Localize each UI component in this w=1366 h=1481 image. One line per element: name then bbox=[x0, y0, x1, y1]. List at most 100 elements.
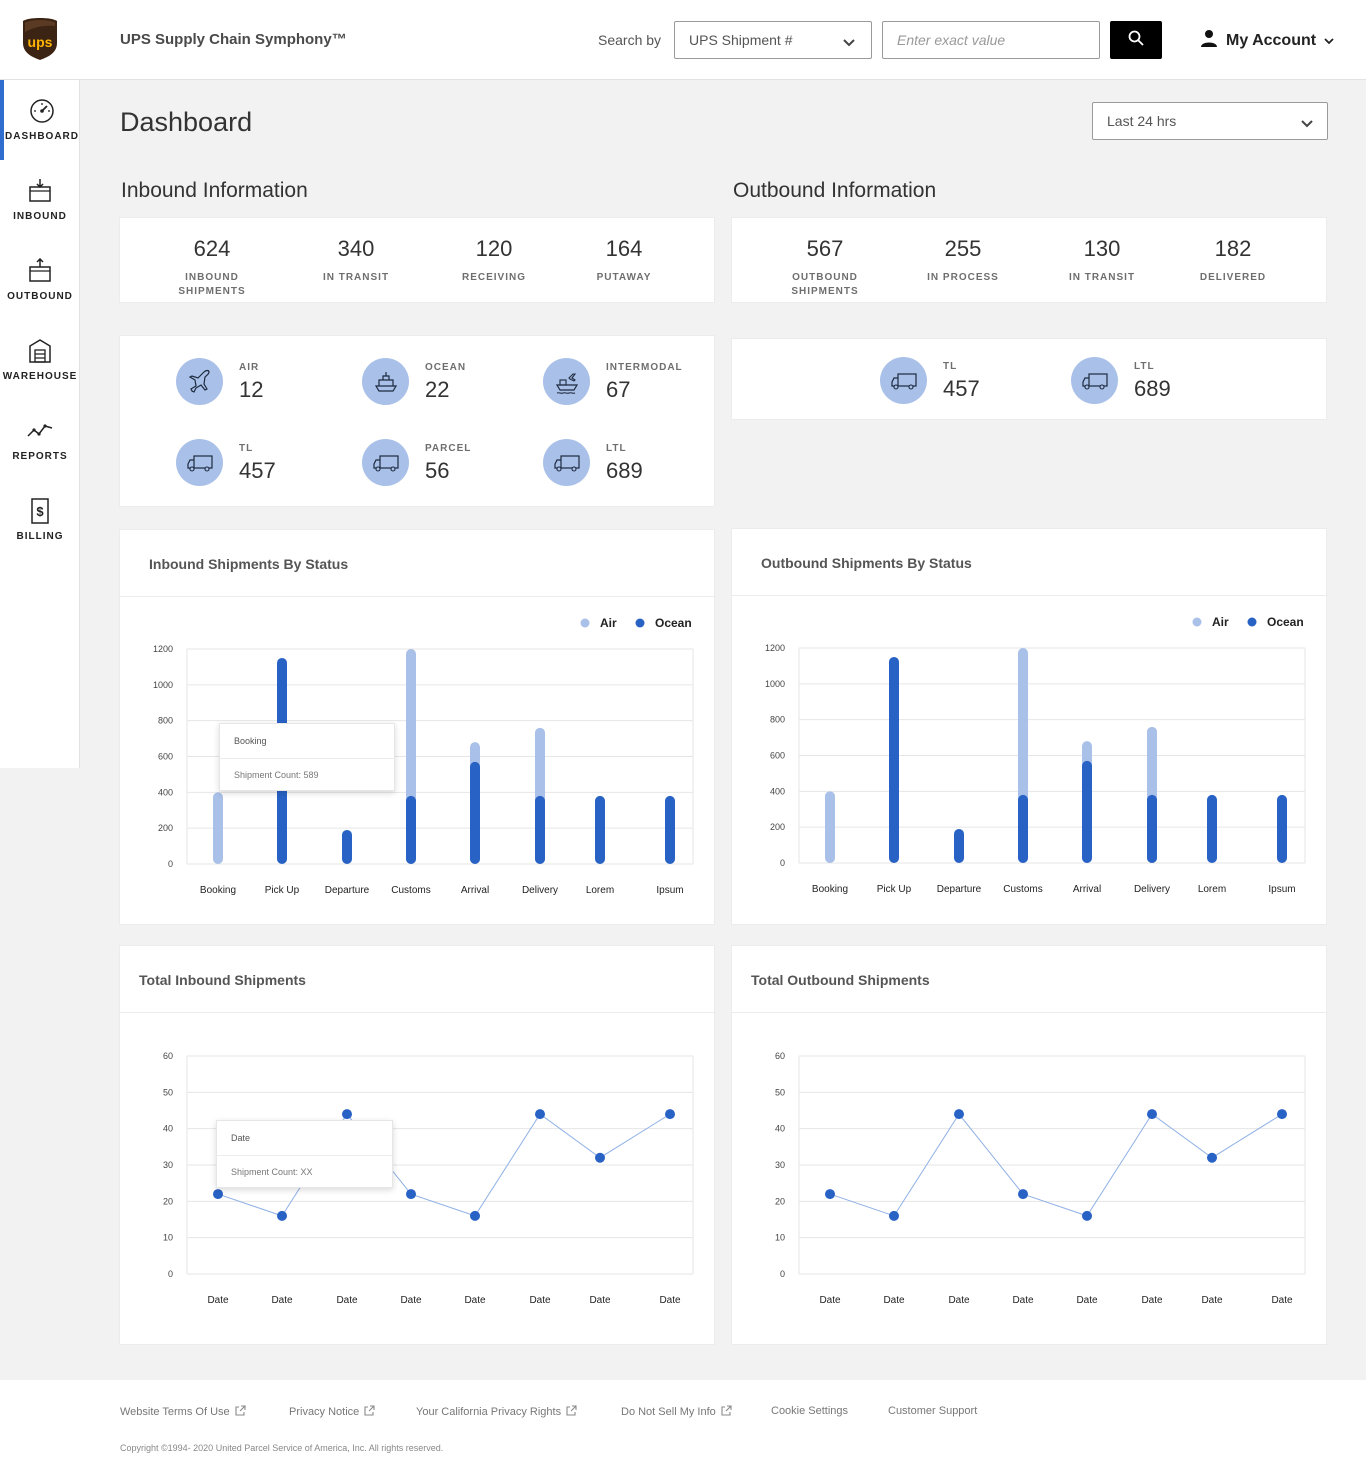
stat-label: IN TRANSIT bbox=[1068, 272, 1136, 283]
stat-value: 120 bbox=[475, 236, 513, 261]
total-outbound-line-chart: 0 10 20 30 40 50 60 Date Date Date Date Date Date Dat… bbox=[775, 1051, 1306, 1306]
bar-ocean bbox=[1277, 794, 1287, 863]
truck-icon bbox=[880, 357, 927, 404]
bar-ocean bbox=[595, 795, 605, 864]
footer-link-customer-support[interactable]: Customer Support bbox=[888, 1405, 977, 1417]
svg-text:ups: ups bbox=[28, 34, 53, 50]
bar-ocean bbox=[954, 828, 964, 863]
search-by-value: UPS Shipment # bbox=[689, 32, 793, 48]
y-tick-label: 400 bbox=[770, 786, 785, 796]
y-tick-label: 0 bbox=[780, 858, 785, 868]
x-tick-label: Date bbox=[336, 1295, 358, 1306]
sidebar-item-label: INBOUND bbox=[13, 211, 67, 222]
search-by-select[interactable]: UPS Shipment # bbox=[674, 21, 872, 59]
footer-link-label: Cookie Settings bbox=[771, 1405, 849, 1417]
x-tick-label: Date bbox=[400, 1295, 422, 1306]
truck-icon bbox=[543, 439, 590, 486]
external-link-icon bbox=[721, 1405, 732, 1419]
inbound-stat[interactable]: 340 IN TRANSIT bbox=[296, 236, 416, 285]
sidebar-item-warehouse[interactable]: WAREHOUSE bbox=[0, 320, 80, 400]
sidebar-item-outbound[interactable]: OUTBOUND bbox=[0, 240, 80, 320]
bar-ocean bbox=[470, 761, 480, 864]
trend-line-icon bbox=[0, 418, 80, 444]
mode-value: 22 bbox=[425, 377, 450, 402]
x-tick-label: Date bbox=[1141, 1295, 1163, 1306]
y-tick-label: 600 bbox=[770, 751, 785, 761]
outbound-stat[interactable]: 182 DELIVERED bbox=[1173, 236, 1293, 285]
footer-link-label: Privacy Notice bbox=[289, 1406, 360, 1418]
data-point bbox=[277, 1210, 287, 1221]
x-tick-label: Date bbox=[1012, 1295, 1034, 1306]
chart-title: Outbound Shipments By Status bbox=[761, 555, 972, 571]
y-tick-label: 800 bbox=[158, 716, 173, 726]
sidebar-item-dashboard[interactable]: DASHBOARD bbox=[0, 80, 80, 160]
warehouse-icon bbox=[0, 338, 80, 364]
data-point bbox=[665, 1109, 675, 1120]
speedometer-icon bbox=[4, 98, 80, 124]
time-range-select[interactable]: Last 24 hrs bbox=[1092, 102, 1328, 140]
chart-tooltip: Booking Shipment Count: 589 bbox=[219, 723, 395, 791]
y-tick-label: 50 bbox=[163, 1087, 173, 1097]
my-account-menu[interactable]: My Account bbox=[1200, 29, 1334, 52]
inbound-stat[interactable]: 624 INBOUND SHIPMENTS bbox=[152, 236, 272, 299]
search-button[interactable] bbox=[1110, 21, 1162, 59]
bar-ocean bbox=[535, 795, 545, 864]
y-tick-label: 0 bbox=[168, 1269, 173, 1279]
stat-value: 624 bbox=[193, 236, 231, 261]
bar-ocean bbox=[665, 795, 675, 864]
mode-label: PARCEL bbox=[425, 443, 472, 454]
y-tick-label: 60 bbox=[775, 1051, 785, 1061]
divider bbox=[120, 1012, 714, 1013]
stat-label: PUTAWAY bbox=[596, 272, 652, 283]
bar-ocean bbox=[1207, 794, 1217, 863]
sidebar-item-billing[interactable]: $ BILLING bbox=[0, 480, 80, 560]
outbound-section-title: Outbound Information bbox=[733, 179, 937, 202]
legend-swatch-air bbox=[1192, 617, 1202, 627]
sidebar-item-reports[interactable]: REPORTS bbox=[0, 400, 80, 480]
y-tick-label: 0 bbox=[168, 859, 173, 869]
footer-link-do-not-sell[interactable]: Do Not Sell My Info bbox=[621, 1405, 732, 1419]
inbound-stat[interactable]: 120 RECEIVING bbox=[434, 236, 554, 285]
footer: Website Terms Of Use Privacy Notice Your… bbox=[0, 1380, 1366, 1481]
bar-ocean bbox=[406, 795, 416, 864]
x-tick-label: Pick Up bbox=[877, 884, 912, 895]
data-point bbox=[889, 1210, 899, 1221]
data-point bbox=[342, 1109, 352, 1120]
total-outbound-chart-card: Total Outbound Shipments 0 10 20 30 40 50 60 Da… bbox=[731, 945, 1327, 1345]
mode-value: 689 bbox=[606, 458, 643, 483]
airplane-icon bbox=[176, 358, 223, 405]
search-input[interactable] bbox=[882, 21, 1100, 59]
footer-link-terms[interactable]: Website Terms Of Use bbox=[120, 1405, 246, 1419]
y-tick-label: 600 bbox=[158, 752, 173, 762]
my-account-label: My Account bbox=[1226, 31, 1317, 49]
x-tick-label: Ipsum bbox=[656, 885, 683, 896]
outbound-stat[interactable]: 130 IN TRANSIT bbox=[1042, 236, 1162, 285]
footer-link-california-privacy[interactable]: Your California Privacy Rights bbox=[416, 1405, 577, 1419]
x-tick-label: Arrival bbox=[1073, 884, 1101, 895]
sidebar-item-inbound[interactable]: INBOUND bbox=[0, 160, 80, 240]
data-point bbox=[213, 1189, 223, 1200]
app-title: UPS Supply Chain Symphony™ bbox=[120, 31, 347, 48]
stat-value: 164 bbox=[605, 236, 643, 261]
chart-tooltip: Date Shipment Count: XX bbox=[216, 1120, 393, 1188]
outbound-stat[interactable]: 567 OUTBOUND SHIPMENTS bbox=[765, 236, 885, 299]
sidebar-nav: DASHBOARD INBOUND OUTBOUND WAREHOUSE REP… bbox=[0, 80, 80, 768]
legend-swatch-ocean bbox=[1247, 617, 1257, 627]
mode-value: 689 bbox=[1134, 376, 1171, 401]
footer-link-cookie-settings[interactable]: Cookie Settings bbox=[771, 1405, 848, 1417]
inbound-stats-card: 624 INBOUND SHIPMENTS 340 IN TRANSIT 120… bbox=[119, 217, 715, 303]
ups-logo[interactable]: ups bbox=[22, 17, 58, 61]
stat-label: DELIVERED bbox=[1199, 272, 1267, 283]
tooltip-title: Booking bbox=[234, 736, 267, 746]
mode-label: OCEAN bbox=[425, 362, 467, 373]
y-tick-label: 1000 bbox=[765, 679, 785, 689]
y-tick-label: 50 bbox=[775, 1087, 785, 1097]
outbound-stat[interactable]: 255 IN PROCESS bbox=[903, 236, 1023, 285]
x-tick-label: Date bbox=[529, 1295, 551, 1306]
x-tick-label: Arrival bbox=[461, 885, 489, 896]
copyright: Copyright ©1994- 2020 United Parcel Serv… bbox=[120, 1443, 444, 1453]
stat-value: 567 bbox=[806, 236, 844, 261]
inbound-stat[interactable]: 164 PUTAWAY bbox=[564, 236, 684, 285]
mode-value: 457 bbox=[943, 376, 980, 401]
footer-link-privacy[interactable]: Privacy Notice bbox=[289, 1405, 375, 1419]
